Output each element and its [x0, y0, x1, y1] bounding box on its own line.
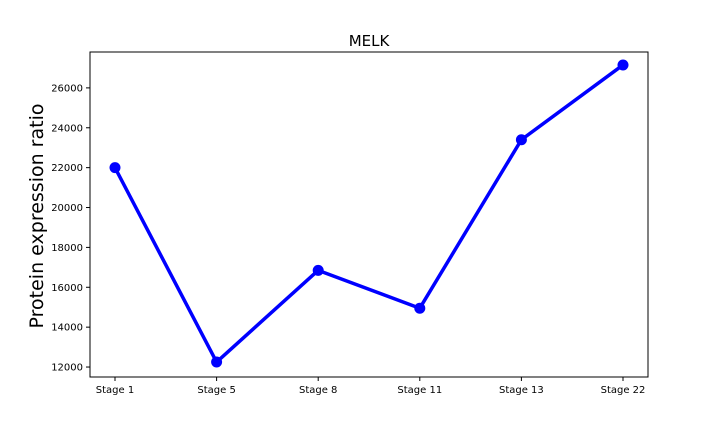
x-tick-label: Stage 11: [397, 385, 442, 396]
chart-title: MELK: [349, 32, 391, 50]
data-point: [312, 264, 324, 276]
y-tick-label: 12000: [51, 363, 83, 374]
y-tick-label: 24000: [51, 123, 83, 134]
x-tick-label: Stage 5: [197, 385, 235, 396]
y-tick-label: 16000: [51, 283, 83, 294]
x-axis-ticks: Stage 1 Stage 5 Stage 8 Stage 11 Stage 13 Sta…: [96, 377, 646, 396]
data-point: [515, 134, 527, 146]
y-tick-label: 14000: [51, 323, 83, 334]
series-line: [113, 63, 625, 364]
y-axis-label: Protein expression ratio: [26, 104, 48, 329]
data-point: [414, 302, 426, 314]
y-tick-label: 18000: [51, 243, 83, 254]
x-tick-label: Stage 22: [601, 385, 646, 396]
x-tick-label: Stage 1: [96, 385, 134, 396]
data-point: [109, 162, 121, 174]
y-tick-label: 22000: [51, 163, 83, 174]
data-point: [211, 356, 223, 368]
x-tick-label: Stage 8: [299, 385, 337, 396]
x-tick-label: Stage 13: [499, 385, 544, 396]
y-tick-label: 20000: [51, 203, 83, 214]
data-point: [617, 59, 629, 71]
plot-area: [89, 51, 649, 378]
y-axis-ticks: 12000 14000 16000 18000 20000 22000 24000 26000: [51, 83, 90, 374]
series-group: [109, 59, 629, 368]
y-tick-label: 26000: [51, 83, 83, 94]
